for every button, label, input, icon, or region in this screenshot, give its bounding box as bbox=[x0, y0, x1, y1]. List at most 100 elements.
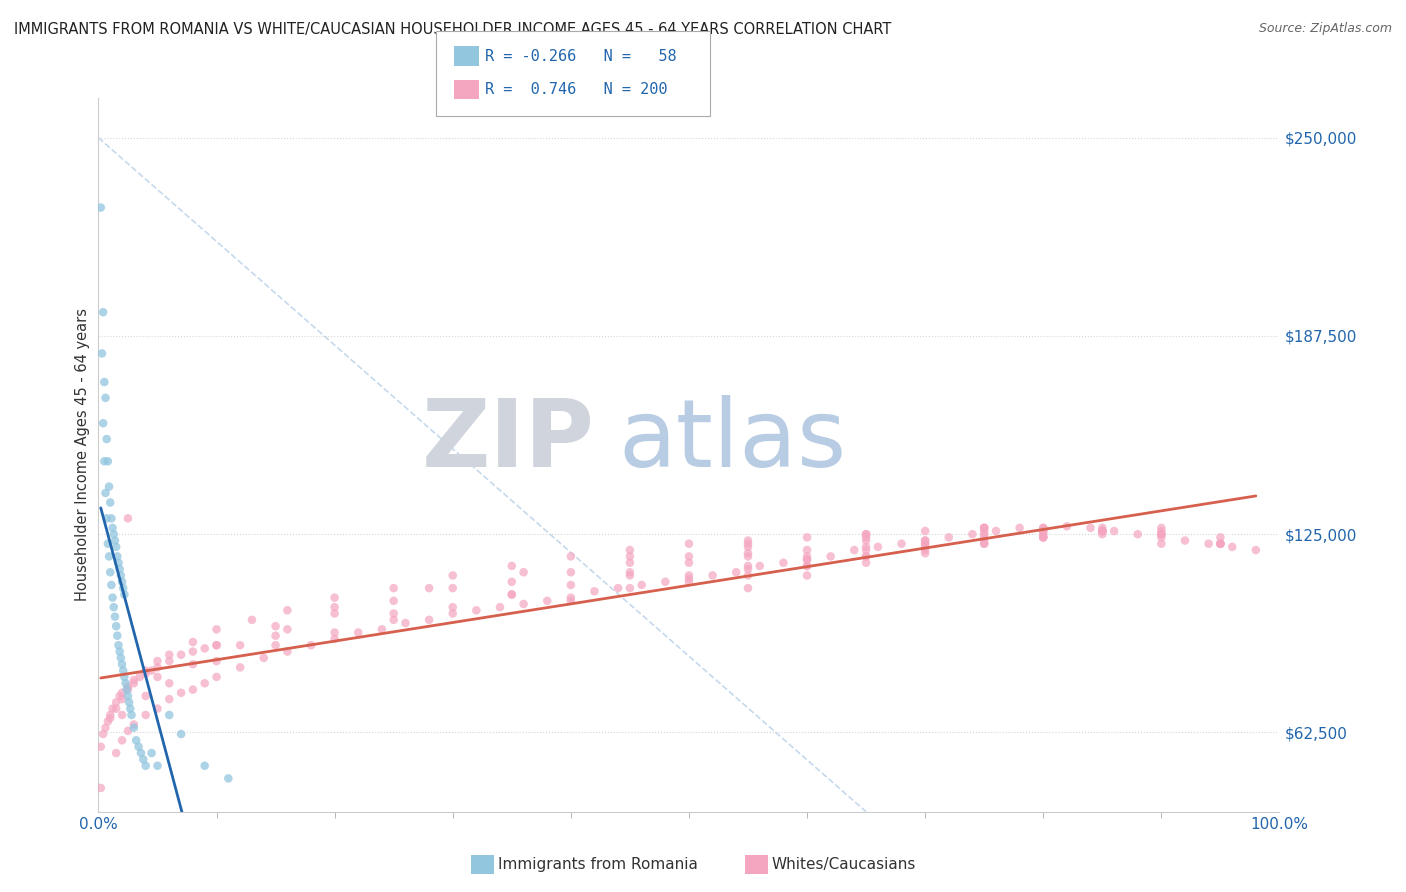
Point bbox=[702, 568, 724, 582]
Point bbox=[737, 540, 759, 554]
Point bbox=[914, 533, 936, 548]
Point bbox=[489, 600, 512, 615]
Point bbox=[1032, 521, 1054, 535]
Point bbox=[737, 558, 759, 573]
Point bbox=[855, 527, 877, 541]
Text: IMMIGRANTS FROM ROMANIA VS WHITE/CAUCASIAN HOUSEHOLDER INCOME AGES 45 - 64 YEARS: IMMIGRANTS FROM ROMANIA VS WHITE/CAUCASI… bbox=[14, 22, 891, 37]
Point bbox=[93, 375, 115, 389]
Point bbox=[1091, 527, 1114, 541]
Point bbox=[607, 581, 630, 595]
Point bbox=[1244, 543, 1267, 558]
Point bbox=[90, 780, 112, 795]
Point bbox=[973, 521, 995, 535]
Point bbox=[737, 549, 759, 564]
Point bbox=[240, 613, 263, 627]
Point bbox=[855, 533, 877, 548]
Point bbox=[1150, 524, 1173, 538]
Point bbox=[128, 670, 150, 684]
Point bbox=[105, 701, 128, 715]
Point bbox=[1209, 537, 1232, 551]
Point bbox=[973, 530, 995, 544]
Point bbox=[112, 670, 135, 684]
Point bbox=[855, 549, 877, 564]
Point bbox=[135, 758, 157, 772]
Point bbox=[146, 654, 169, 668]
Point bbox=[112, 581, 135, 595]
Point bbox=[170, 686, 193, 700]
Point bbox=[104, 609, 127, 624]
Point bbox=[748, 558, 770, 573]
Point bbox=[91, 727, 114, 741]
Point bbox=[1091, 524, 1114, 538]
Point bbox=[914, 537, 936, 551]
Point bbox=[107, 556, 129, 570]
Point bbox=[914, 546, 936, 560]
Point bbox=[382, 581, 405, 595]
Point bbox=[737, 568, 759, 582]
Point bbox=[157, 648, 180, 662]
Point bbox=[253, 651, 276, 665]
Point bbox=[110, 568, 132, 582]
Point bbox=[98, 480, 121, 494]
Point bbox=[1209, 537, 1232, 551]
Point bbox=[678, 549, 700, 564]
Point bbox=[1032, 530, 1054, 544]
Point bbox=[382, 613, 405, 627]
Point bbox=[1126, 527, 1149, 541]
Point bbox=[394, 615, 416, 630]
Point bbox=[914, 537, 936, 551]
Point bbox=[117, 680, 139, 694]
Point bbox=[725, 566, 748, 580]
Point bbox=[890, 537, 912, 551]
Point bbox=[1091, 524, 1114, 538]
Point bbox=[98, 549, 121, 564]
Point bbox=[94, 391, 117, 405]
Text: Immigrants from Romania: Immigrants from Romania bbox=[498, 857, 697, 871]
Point bbox=[654, 574, 676, 589]
Point bbox=[128, 739, 150, 754]
Point bbox=[97, 454, 120, 468]
Point bbox=[973, 537, 995, 551]
Point bbox=[441, 581, 464, 595]
Point bbox=[1032, 524, 1054, 538]
Point bbox=[1174, 533, 1197, 548]
Point bbox=[94, 721, 117, 735]
Point bbox=[1198, 537, 1220, 551]
Point bbox=[91, 416, 114, 430]
Point bbox=[111, 733, 134, 747]
Point bbox=[1008, 521, 1031, 535]
Point bbox=[796, 568, 818, 582]
Point bbox=[97, 537, 120, 551]
Point bbox=[678, 572, 700, 586]
Point bbox=[501, 574, 523, 589]
Point bbox=[418, 581, 440, 595]
Point bbox=[984, 524, 1007, 538]
Point bbox=[100, 578, 122, 592]
Point bbox=[122, 721, 145, 735]
Point bbox=[112, 664, 135, 678]
Point bbox=[205, 670, 228, 684]
Point bbox=[1150, 527, 1173, 541]
Point bbox=[276, 644, 298, 658]
Point bbox=[1150, 521, 1173, 535]
Text: Source: ZipAtlas.com: Source: ZipAtlas.com bbox=[1258, 22, 1392, 36]
Point bbox=[1150, 527, 1173, 541]
Point bbox=[103, 600, 125, 615]
Point bbox=[678, 568, 700, 582]
Point bbox=[129, 746, 152, 760]
Point bbox=[973, 521, 995, 535]
Text: R =  0.746   N = 200: R = 0.746 N = 200 bbox=[485, 82, 668, 97]
Point bbox=[105, 629, 128, 643]
Point bbox=[96, 432, 118, 446]
Point bbox=[737, 562, 759, 576]
Point bbox=[108, 644, 131, 658]
Point bbox=[501, 558, 523, 573]
Point bbox=[441, 568, 464, 582]
Point bbox=[737, 581, 759, 595]
Point bbox=[108, 689, 131, 703]
Point bbox=[101, 701, 124, 715]
Point bbox=[1032, 524, 1054, 538]
Point bbox=[105, 695, 128, 709]
Point bbox=[135, 664, 157, 678]
Point bbox=[111, 692, 134, 706]
